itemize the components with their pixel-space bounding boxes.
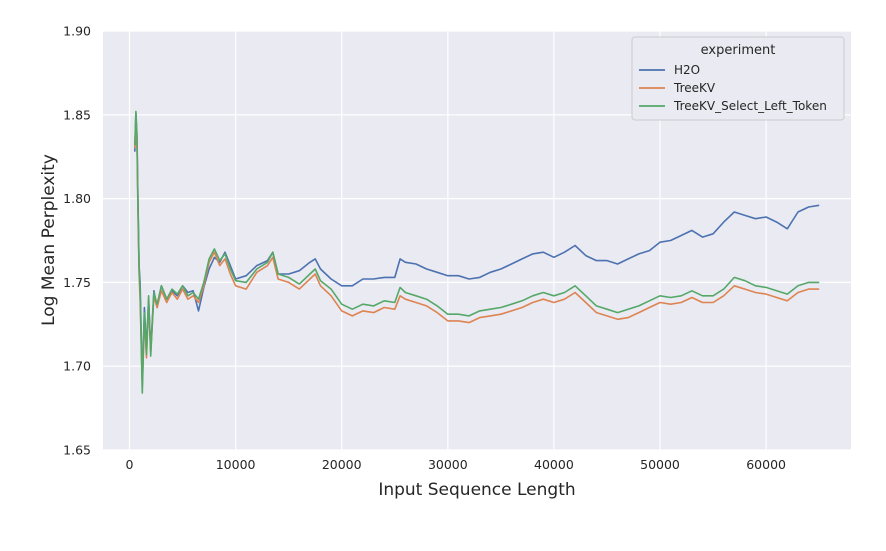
legend-label: TreeKV	[673, 81, 716, 95]
legend-label: H2O	[674, 63, 700, 77]
x-tick-label: 40000	[534, 457, 574, 472]
x-tick-label: 0	[126, 457, 134, 472]
legend-entries: H2O TreeKV TreeKV_Select_Left_Token	[639, 63, 827, 113]
legend-title: experiment	[701, 43, 776, 58]
x-tick-label: 20000	[322, 457, 362, 472]
y-tick-label: 1.65	[63, 443, 91, 458]
legend-box	[631, 36, 845, 121]
y-tick-label: 1.90	[63, 24, 91, 39]
y-tick-label: 1.70	[63, 359, 91, 374]
y-axis-label: Log Mean Perplexity	[39, 154, 59, 326]
series-line-treekv	[134, 117, 820, 388]
tick-labels: 0 10000 20000 30000 40000 50000 60000 1.65 1.70 1…	[63, 24, 786, 473]
y-tick-label: 1.75	[63, 275, 91, 290]
x-tick-label: 60000	[746, 457, 786, 472]
y-tick-label: 1.85	[63, 107, 91, 122]
y-tick-label: 1.80	[63, 191, 91, 206]
series-lines	[134, 110, 820, 394]
legend-label: TreeKV_Select_Left_Token	[673, 99, 827, 113]
x-tick-label: 10000	[216, 457, 256, 472]
legend: experiment H2O TreeKV TreeKV_Select_Left_T…	[631, 36, 845, 121]
series-line-treekv-select-left-token	[134, 110, 820, 394]
x-tick-label: 30000	[428, 457, 468, 472]
x-axis-label: Input Sequence Length	[378, 480, 575, 500]
grid	[103, 30, 851, 451]
x-tick-label: 50000	[640, 457, 680, 472]
